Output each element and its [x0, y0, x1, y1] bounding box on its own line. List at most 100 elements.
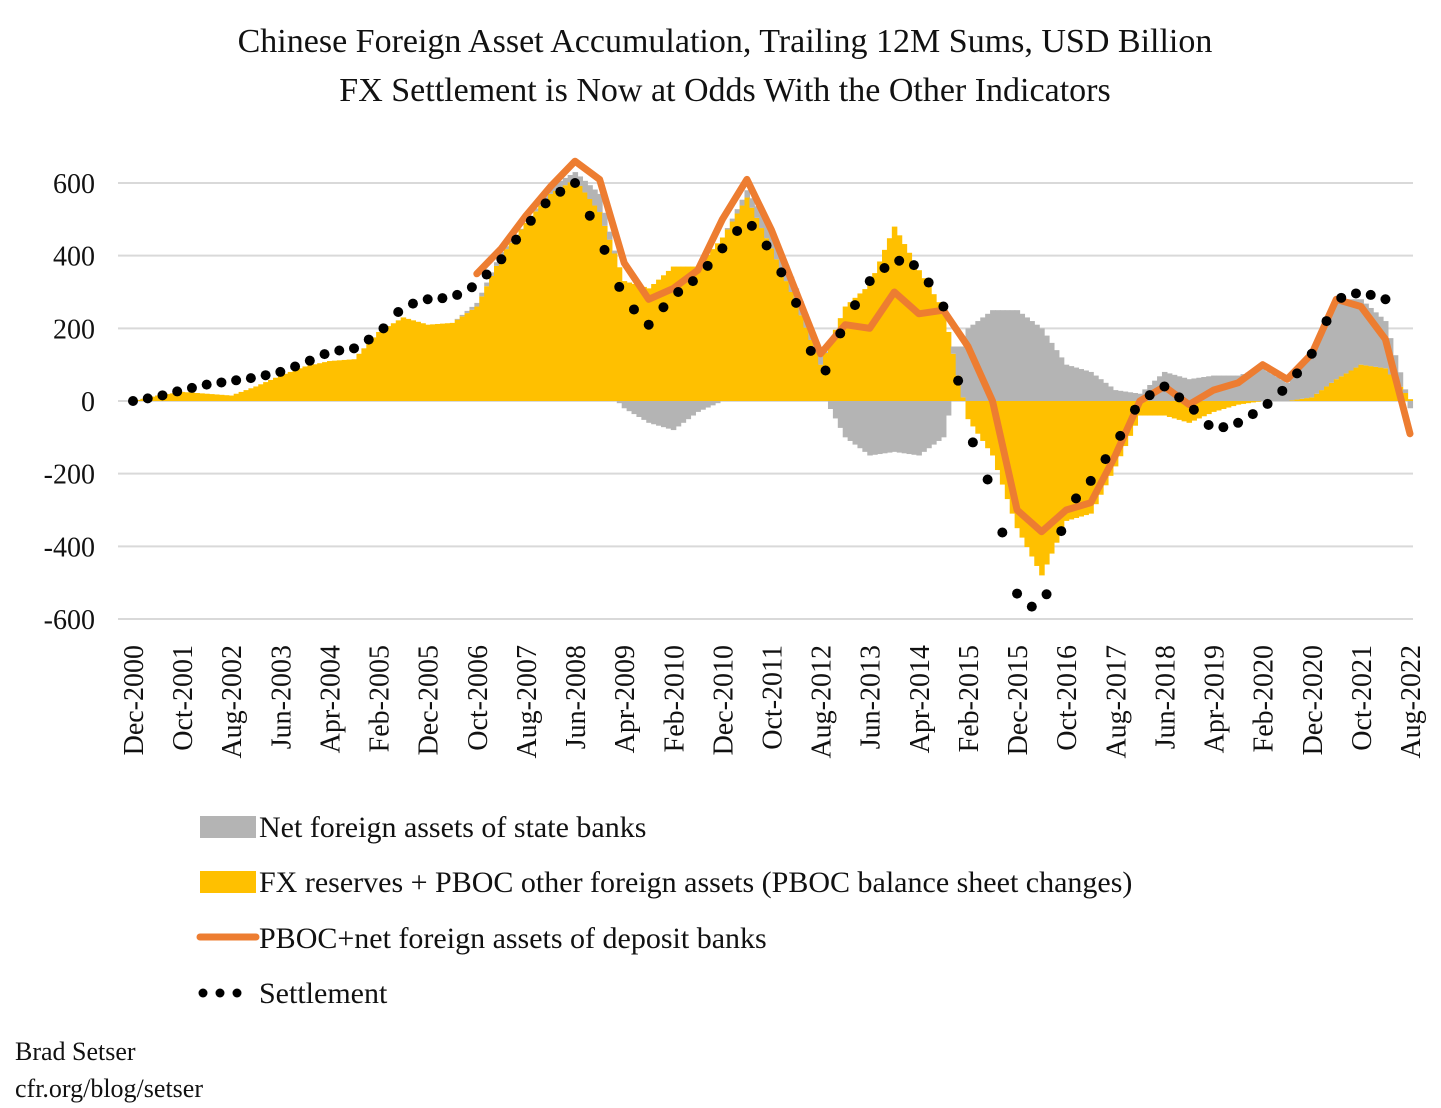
state-banks-bar	[670, 401, 677, 431]
chart-subtitle: FX Settlement is Now at Odds With the Ot…	[339, 72, 1110, 109]
state-banks-bar	[945, 401, 952, 416]
fx-reserves-bar	[1063, 401, 1070, 521]
fx-reserves-bar	[719, 237, 726, 401]
settlement-dot	[732, 225, 743, 236]
state-banks-bar	[926, 401, 932, 449]
state-banks-bar	[729, 218, 736, 222]
fx-reserves-bar	[882, 249, 888, 401]
state-banks-bar	[479, 292, 485, 297]
fx-reserves-bar	[1348, 370, 1355, 401]
state-banks-bar	[1402, 389, 1409, 394]
state-banks-bar	[960, 346, 967, 398]
state-banks-bar	[651, 401, 657, 425]
fx-reserves-bar	[587, 198, 593, 401]
settlement-dot	[1247, 409, 1258, 420]
state-banks-bar	[606, 231, 613, 240]
fx-reserves-bar	[155, 395, 161, 401]
state-banks-bar	[857, 401, 863, 449]
state-banks-bar	[940, 401, 947, 438]
fx-reserves-bar	[754, 217, 760, 401]
fx-reserves-bar	[793, 302, 800, 401]
state-banks-bar	[582, 180, 588, 193]
fx-reserves-bar	[174, 392, 181, 401]
fx-reserves-bar	[1029, 401, 1035, 557]
state-banks-bar	[862, 401, 868, 452]
fx-reserves-bar	[1363, 365, 1369, 401]
fx-reserves-bar	[243, 390, 250, 401]
state-banks-bar	[474, 302, 480, 307]
fx-reserves-bar	[931, 294, 937, 401]
fx-reserves-bar	[1215, 401, 1222, 411]
state-banks-bar	[641, 401, 647, 420]
fx-reserves-bar	[1225, 401, 1232, 408]
fx-reserves-bar	[901, 244, 908, 401]
state-banks-bar	[1299, 365, 1306, 399]
fx-reserves-bar	[346, 359, 353, 401]
state-banks-bar	[1039, 328, 1045, 401]
state-banks-bar	[1058, 357, 1065, 401]
settlement-dot	[584, 210, 595, 221]
fx-reserves-bar	[867, 284, 873, 401]
fx-reserves-bar	[926, 286, 932, 401]
state-banks-bar	[990, 310, 996, 401]
settlement-dot	[275, 366, 286, 377]
fx-reserves-bar	[945, 331, 952, 401]
fx-reserves-bar	[837, 318, 844, 401]
fx-reserves-bar	[395, 320, 402, 401]
settlement-dot	[805, 345, 816, 356]
state-banks-bar	[911, 401, 917, 455]
x-tick-label: Apr-2009	[610, 645, 641, 753]
fx-reserves-bar	[749, 207, 755, 401]
fx-reserves-bar	[1250, 401, 1256, 403]
fx-reserves-bar	[508, 242, 515, 401]
fx-reserves-bar	[439, 323, 446, 401]
fx-reserves-bar	[1407, 399, 1414, 401]
settlement-dot	[879, 263, 890, 274]
lines	[128, 157, 1414, 612]
fx-reserves-bar	[936, 302, 942, 401]
fx-reserves-bar	[656, 279, 662, 401]
state-banks-bar	[631, 401, 638, 415]
settlement-dot	[201, 379, 212, 390]
fx-reserves-bar	[562, 185, 569, 401]
fx-reserves-bar	[1034, 401, 1040, 566]
fx-reserves-bar	[577, 185, 584, 401]
fx-reserves-bar	[356, 353, 362, 401]
fx-reserves-bar	[1230, 401, 1237, 407]
fx-reserves-bar	[1039, 401, 1045, 576]
x-tick-label: Apr-2014	[905, 645, 936, 753]
fx-reserves-bar	[1161, 401, 1168, 416]
settlement-dot	[643, 319, 654, 330]
fx-reserves-bar	[965, 401, 972, 420]
settlement-dot	[997, 527, 1008, 538]
state-banks-bar	[1294, 371, 1301, 400]
state-banks-bar	[867, 401, 873, 456]
state-banks-bar	[469, 306, 475, 310]
fx-reserves-bar	[513, 236, 520, 401]
fx-reserves-bar	[454, 319, 461, 401]
state-banks-bar	[493, 262, 500, 266]
state-banks-bar	[1333, 299, 1340, 380]
legend: Net foreign assets of state banks FX res…	[196, 811, 1132, 1010]
state-banks-bar	[1004, 310, 1011, 401]
settlement-dot	[570, 178, 581, 188]
settlement-dot	[1115, 430, 1126, 441]
fx-reserves-bar	[778, 270, 785, 401]
state-banks-bar	[1014, 310, 1021, 401]
settlement-dot	[1306, 348, 1317, 359]
fx-reserves-bar	[651, 284, 657, 401]
settlement-dot	[378, 323, 389, 334]
state-banks-bar	[1098, 379, 1104, 401]
settlement-dot	[290, 361, 301, 372]
state-banks-bar	[616, 401, 623, 404]
settlement-dot	[1026, 601, 1037, 612]
fx-reserves-bar	[376, 331, 382, 401]
settlement-dot	[746, 220, 757, 231]
fx-reserves-bar	[552, 190, 559, 401]
fx-reserves-bar	[1181, 401, 1188, 422]
fx-reserves-bar	[204, 393, 210, 401]
state-banks-bar	[1068, 366, 1075, 401]
fx-reserves-bar	[970, 401, 976, 427]
state-banks-bar	[557, 180, 564, 189]
settlement-dot	[776, 267, 787, 278]
